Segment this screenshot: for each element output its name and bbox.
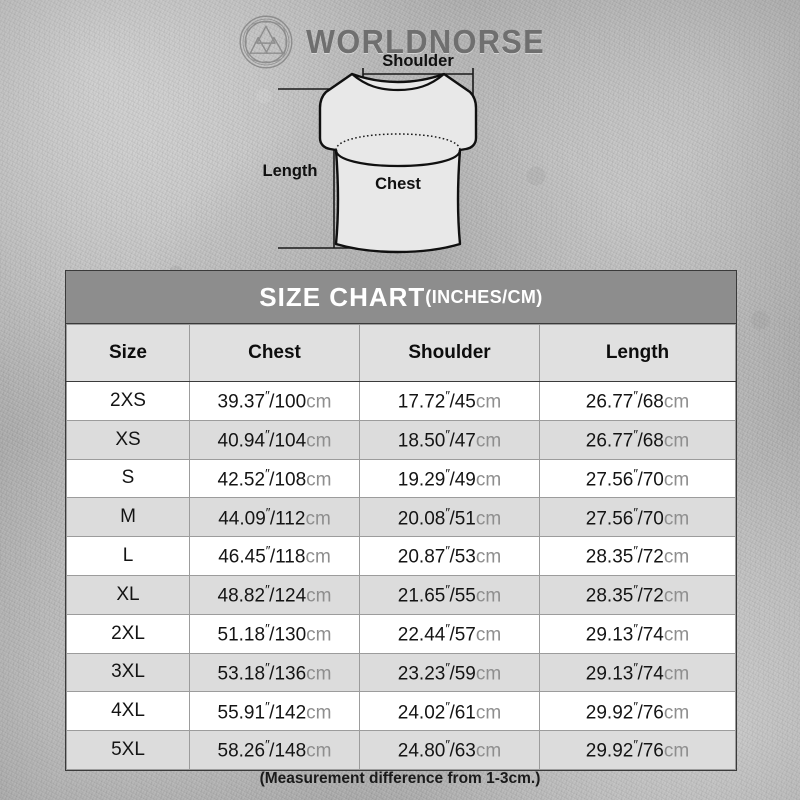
cell-size: 2XS xyxy=(66,381,190,421)
valknut-circle-icon xyxy=(238,14,294,70)
table-body: 2XS 39.37″/100cm 17.72″/45cm 26.77″/68cm XS 4… xyxy=(66,381,736,770)
cell-size: XL xyxy=(66,574,190,615)
cell-chest: 58.26″/148cm xyxy=(189,730,360,770)
table-row: 2XS 39.37″/100cm 17.72″/45cm 26.77″/68cm xyxy=(66,381,736,421)
cell-chest: 39.37″/100cm xyxy=(189,381,360,421)
cell-shoulder: 18.50″/47cm xyxy=(359,419,540,460)
size-chart-title: SIZE CHART (INCHES/CM) xyxy=(66,271,736,324)
cell-chest: 40.94″/104cm xyxy=(189,419,360,460)
chest-label: Chest xyxy=(375,175,421,193)
sleeveless-tank-top-icon xyxy=(318,72,478,254)
cell-length: 26.77″/68cm xyxy=(539,419,736,460)
column-header-shoulder: Shoulder xyxy=(359,324,540,382)
cell-chest: 42.52″/108cm xyxy=(189,458,360,499)
table-row: 4XL 55.91″/142cm 24.02″/61cm 29.92″/76cm xyxy=(66,691,736,732)
cell-shoulder: 20.87″/53cm xyxy=(359,536,540,576)
cell-size: 2XL xyxy=(66,613,190,654)
cell-length: 27.56″/70cm xyxy=(539,458,736,499)
cell-chest: 46.45″/118cm xyxy=(189,536,360,576)
cell-shoulder: 20.08″/51cm xyxy=(359,497,540,538)
length-label: Length xyxy=(263,162,318,180)
table-header-row: Size Chest Shoulder Length xyxy=(66,324,736,382)
cell-size: 3XL xyxy=(66,652,190,693)
table-row: S 42.52″/108cm 19.29″/49cm 27.56″/70cm xyxy=(66,458,736,499)
cell-length: 29.13″/74cm xyxy=(539,613,736,654)
size-chart-table: Size Chest Shoulder Length 2XS 39.37″/100… xyxy=(66,324,736,770)
measurement-footnote: (Measurement difference from 1-3cm.) xyxy=(259,770,541,787)
cell-shoulder: 17.72″/45cm xyxy=(359,381,540,421)
table-row: 5XL 58.26″/148cm 24.80″/63cm 29.92″/76cm xyxy=(66,730,736,770)
garment-diagram: Shoulder Length Chest xyxy=(248,52,548,267)
column-header-size: Size xyxy=(66,324,190,382)
cell-size: S xyxy=(66,458,190,499)
chest-measurement-ellipse xyxy=(334,133,462,168)
cell-length: 29.13″/74cm xyxy=(539,652,736,693)
cell-size: L xyxy=(66,536,190,576)
brand-header: WORLDNORSE xyxy=(0,12,800,72)
cell-length: 28.35″/72cm xyxy=(539,574,736,615)
cell-length: 29.92″/76cm xyxy=(539,730,736,770)
cell-shoulder: 24.02″/61cm xyxy=(359,691,540,732)
cell-length: 26.77″/68cm xyxy=(539,381,736,421)
cell-size: M xyxy=(66,497,190,538)
cell-shoulder: 23.23″/59cm xyxy=(359,652,540,693)
shoulder-label: Shoulder xyxy=(382,52,454,70)
cell-shoulder: 22.44″/57cm xyxy=(359,613,540,654)
brand-name: WORLDNORSE xyxy=(305,23,545,60)
cell-chest: 55.91″/142cm xyxy=(189,691,360,732)
cell-size: 5XL xyxy=(66,730,190,770)
table-row: XL 48.82″/124cm 21.65″/55cm 28.35″/72cm xyxy=(66,574,736,615)
table-row: XS 40.94″/104cm 18.50″/47cm 26.77″/68cm xyxy=(66,419,736,460)
size-chart-title-units: (INCHES/CM) xyxy=(425,286,543,307)
cell-chest: 51.18″/130cm xyxy=(189,613,360,654)
size-chart-title-main: SIZE CHART xyxy=(259,281,426,312)
size-chart-table-wrapper: SIZE CHART (INCHES/CM) Size Chest Should… xyxy=(65,270,737,771)
table-row: 3XL 53.18″/136cm 23.23″/59cm 29.13″/74cm xyxy=(66,652,736,693)
cell-chest: 48.82″/124cm xyxy=(189,574,360,615)
cell-length: 29.92″/76cm xyxy=(539,691,736,732)
column-header-chest: Chest xyxy=(189,324,360,382)
table-row: L 46.45″/118cm 20.87″/53cm 28.35″/72cm xyxy=(66,536,736,576)
cell-shoulder: 24.80″/63cm xyxy=(359,730,540,770)
cell-chest: 53.18″/136cm xyxy=(189,652,360,693)
table-row: M 44.09″/112cm 20.08″/51cm 27.56″/70cm xyxy=(66,497,736,538)
cell-size: 4XL xyxy=(66,691,190,732)
table-row: 2XL 51.18″/130cm 22.44″/57cm 29.13″/74cm xyxy=(66,613,736,654)
cell-shoulder: 21.65″/55cm xyxy=(359,574,540,615)
cell-chest: 44.09″/112cm xyxy=(189,497,360,538)
column-header-length: Length xyxy=(539,324,736,382)
cell-size: XS xyxy=(66,419,190,460)
cell-length: 27.56″/70cm xyxy=(539,497,736,538)
cell-length: 28.35″/72cm xyxy=(539,536,736,576)
cell-shoulder: 19.29″/49cm xyxy=(359,458,540,499)
